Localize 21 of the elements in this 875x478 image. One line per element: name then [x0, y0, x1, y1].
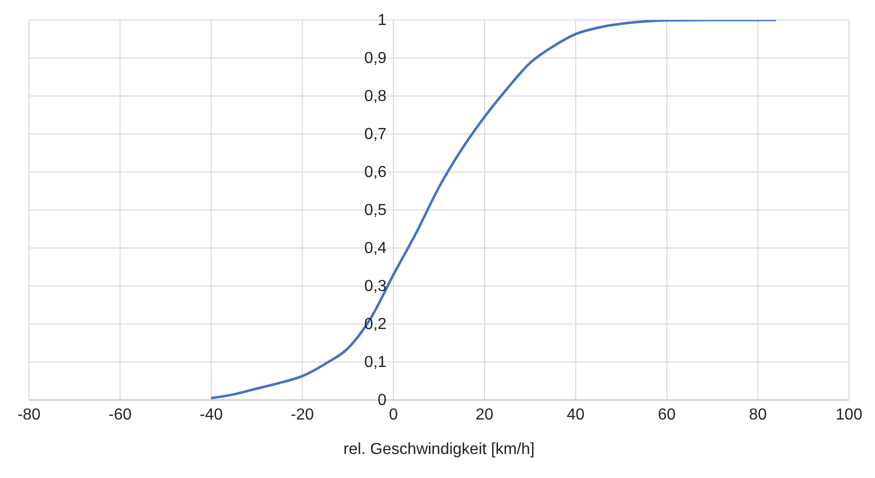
y-tick-label: 1: [378, 12, 387, 29]
x-tick-label: -20: [290, 406, 314, 424]
y-tick-label: 0,3: [364, 278, 387, 295]
y-tick-label: 0,7: [364, 126, 387, 143]
y-tick-label: 0: [378, 392, 387, 409]
y-tick-label: 0,8: [364, 88, 387, 105]
x-tick-label: 100: [836, 406, 862, 424]
y-tick-label: 0,9: [364, 50, 387, 67]
y-tick-label: 0,1: [364, 354, 387, 371]
x-tick-label: -80: [17, 406, 41, 424]
y-tick-label: 0,5: [364, 202, 387, 219]
x-tick-label: 60: [658, 406, 676, 424]
x-tick-label: 0: [388, 406, 398, 424]
x-axis-title: rel. Geschwindigkeit [km/h]: [343, 441, 535, 458]
x-tick-label: -40: [200, 406, 223, 424]
y-tick-label: 0,4: [364, 240, 387, 257]
x-tick-label: 20: [476, 406, 494, 424]
x-tick-label: 80: [748, 406, 767, 424]
x-tick-label: -60: [108, 406, 132, 424]
x-tick-label: 40: [566, 406, 585, 424]
y-tick-label: 0,6: [364, 164, 387, 181]
